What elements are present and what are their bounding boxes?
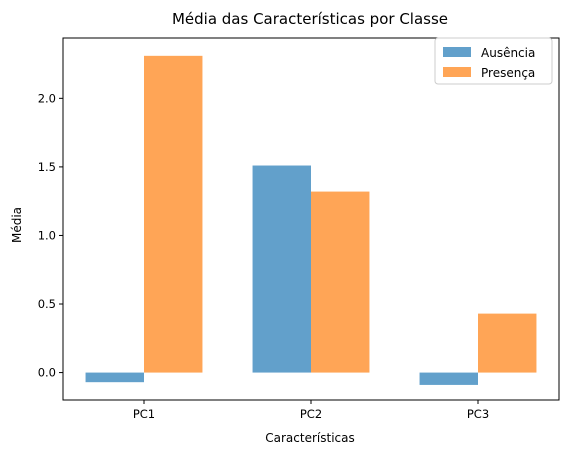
x-tick-label-pc3: PC3: [467, 407, 489, 421]
axes-layer: 0.0 0.5 1.0 1.5 2.0 PC1 PC2 PC3: [38, 37, 560, 421]
legend-swatch-series-2: [443, 67, 471, 77]
y-tick-label: 1.5: [38, 160, 56, 174]
bar-pc1-series-2: [144, 55, 203, 373]
y-tick-label: 2.0: [38, 91, 56, 105]
bar-pc3-series-2: [478, 313, 537, 373]
bars-layer: [85, 55, 537, 385]
y-axis-label: Média: [10, 207, 24, 243]
legend: Ausência Presença: [434, 37, 553, 85]
x-axis-label: Características: [265, 431, 354, 445]
bar-pc3-series-1: [419, 372, 478, 385]
bar-pc2-series-2: [311, 191, 370, 373]
legend-label-series-2: Presença: [481, 66, 535, 80]
x-tick-label-pc2: PC2: [300, 407, 322, 421]
legend-label-series-1: Ausência: [481, 46, 535, 60]
y-tick-label: 0.5: [38, 297, 56, 311]
y-tick-label: 1.0: [38, 228, 56, 242]
bar-pc1-series-1: [85, 372, 144, 383]
legend-swatch-series-1: [443, 47, 471, 57]
y-tick-label: 0.0: [38, 366, 56, 380]
x-tick-label-pc1: PC1: [133, 407, 155, 421]
bar-pc2-series-1: [252, 165, 311, 373]
chart-title: Média das Características por Classe: [172, 10, 448, 28]
